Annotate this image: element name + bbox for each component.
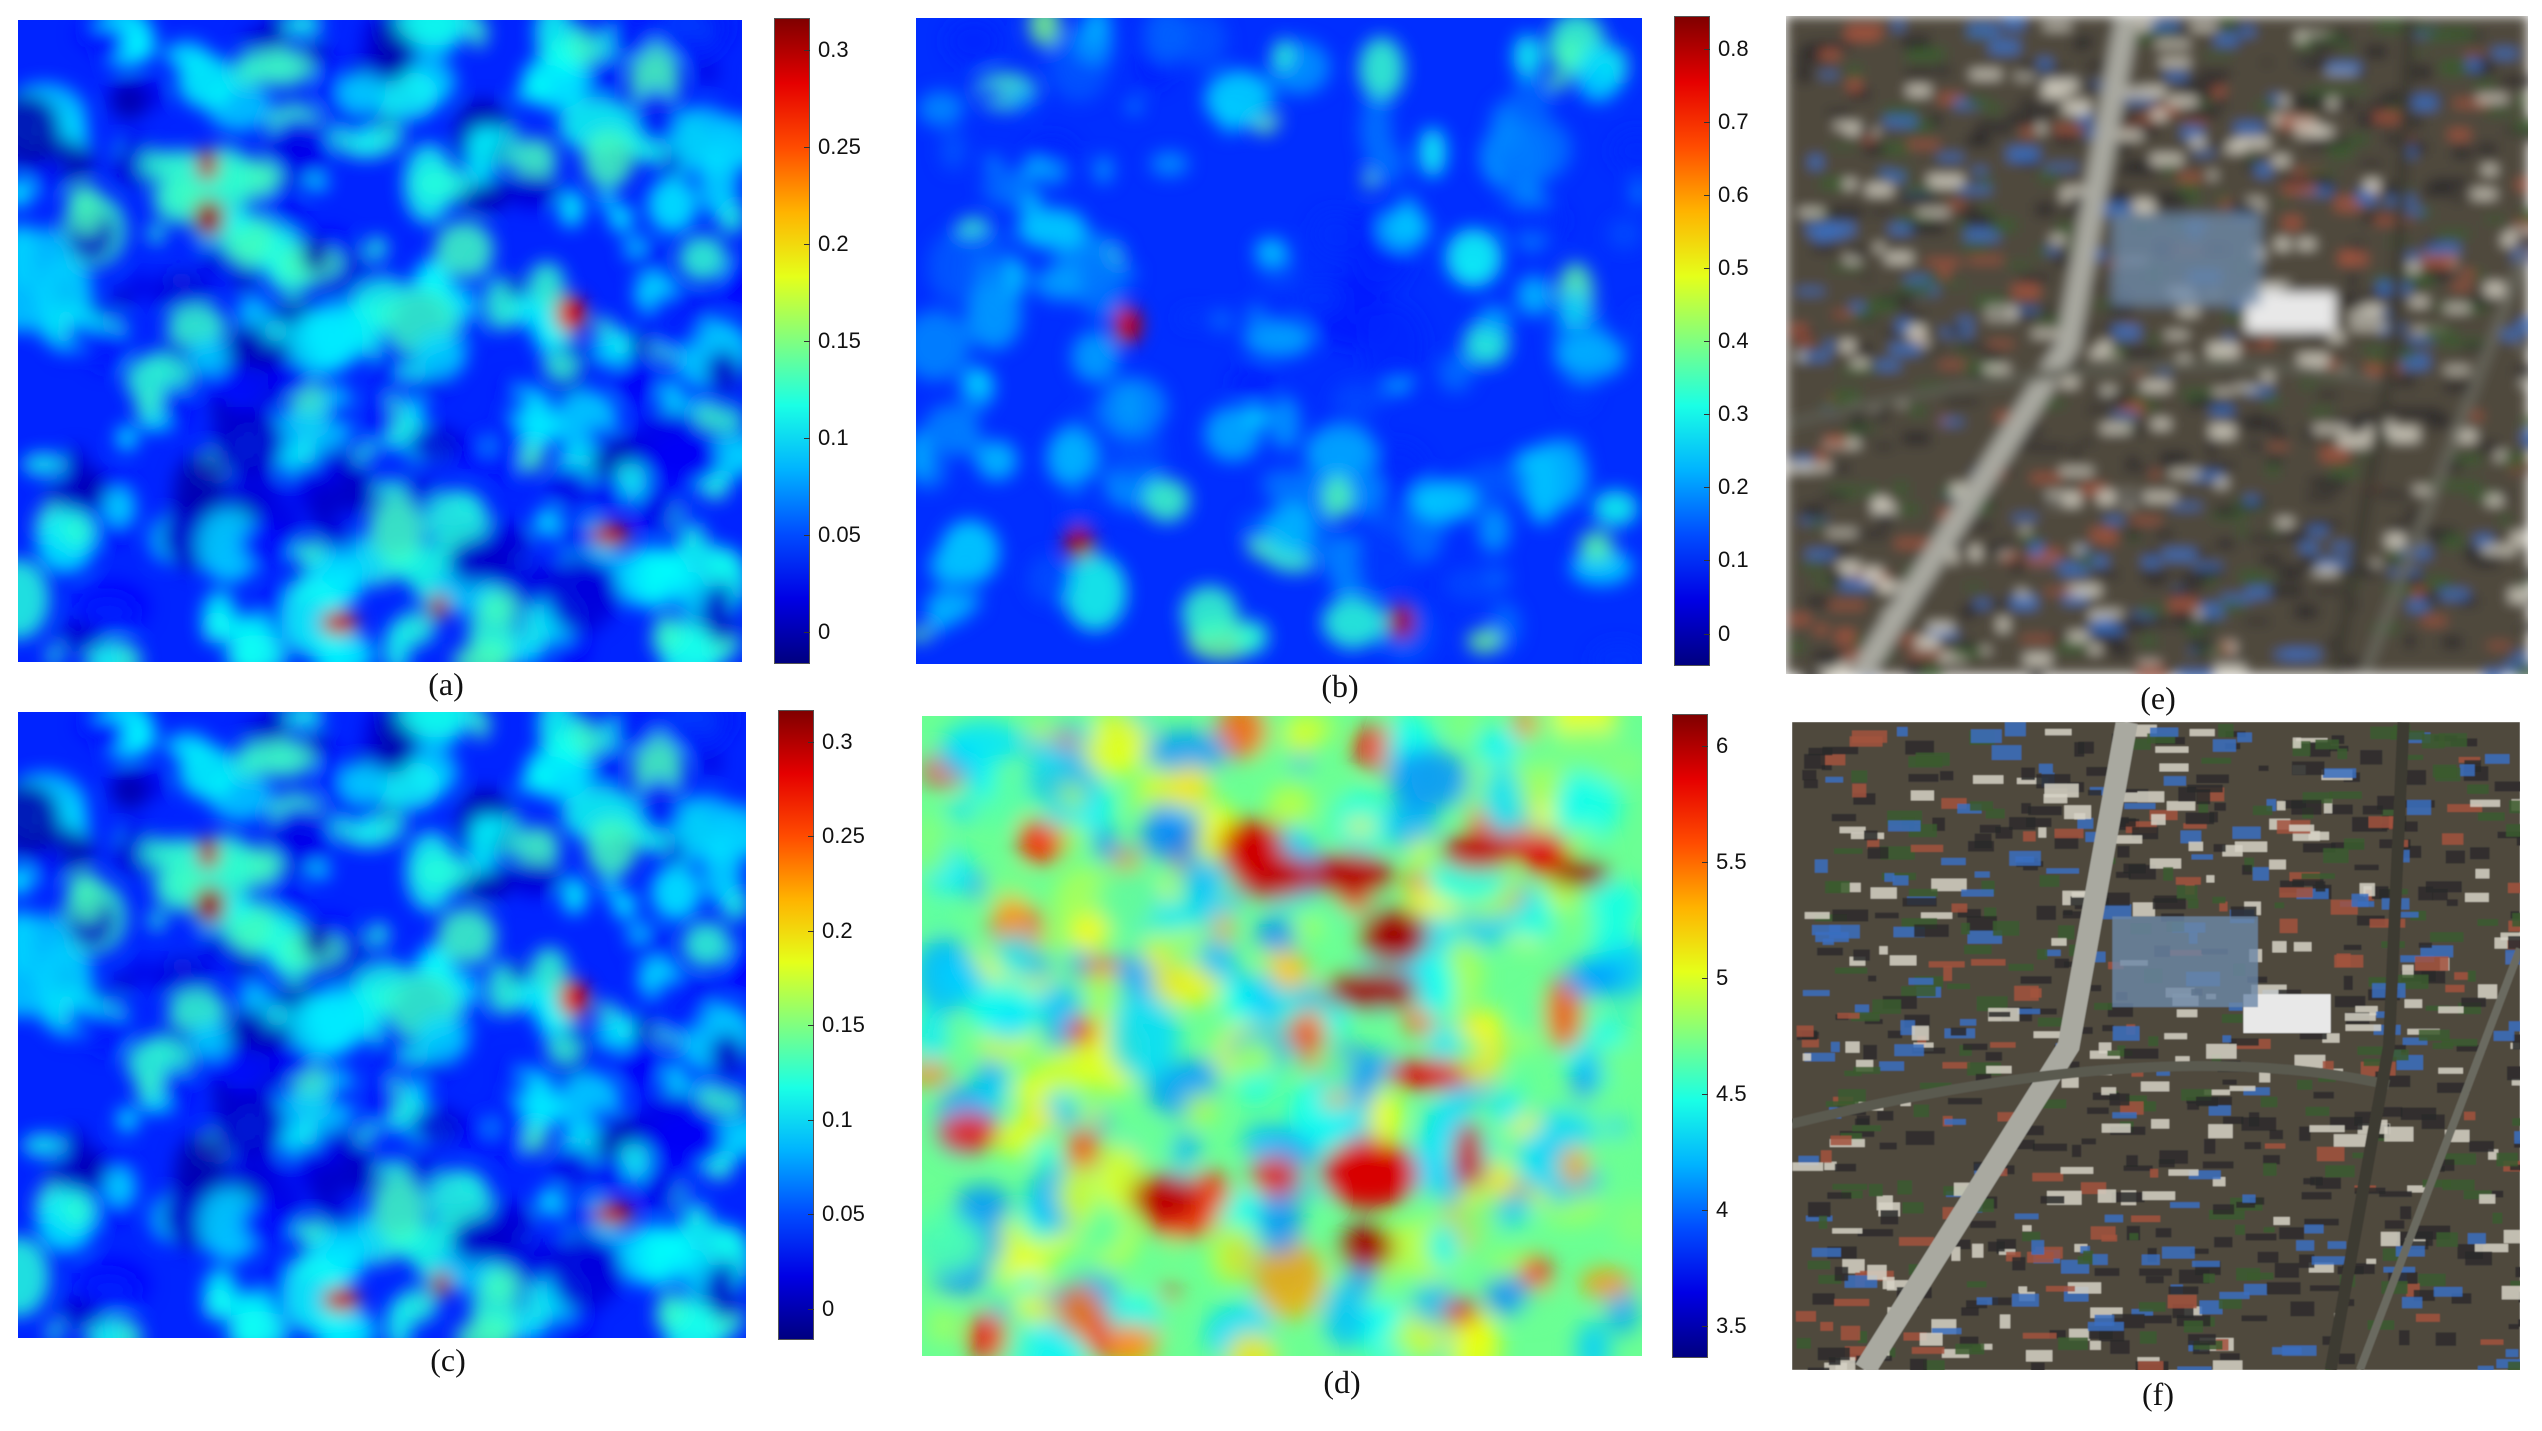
colorbar-tick-label: 0.25 — [822, 823, 865, 848]
colorbar-tick-mark — [804, 341, 810, 342]
colorbar-tick-mark — [804, 244, 810, 246]
heatmap-b — [916, 18, 1642, 664]
colorbar-tick-label: 4 — [1716, 1196, 1729, 1222]
colorbar-tick-label: 0.3 — [1718, 401, 1749, 427]
colorbar-tick-mark — [1704, 414, 1710, 416]
colorbar-tick-label: 0.2 — [818, 231, 849, 257]
colorbar-tick-label: 0.2 — [822, 917, 853, 943]
colorbar-tick-label: 0.5 — [1718, 254, 1749, 280]
colorbar-tick-label: 0.05 — [822, 1201, 865, 1226]
colorbar-tick-mark — [808, 1214, 814, 1215]
colorbar-tick-mark — [1702, 746, 1708, 748]
colorbar-tick-label: 0.1 — [822, 1106, 853, 1132]
colorbar-tick-label: 0.3 — [818, 37, 849, 63]
colorbar-tick-label: 0.3 — [822, 728, 853, 754]
colorbar-tick-mark — [1704, 48, 1710, 50]
label-e: (e) — [2140, 680, 2176, 716]
colorbar-tick-label: 0.8 — [1718, 35, 1749, 61]
aerial-image-sharp — [1792, 722, 2520, 1370]
colorbar-tick-label: 0 — [1718, 620, 1731, 646]
colorbar-tick-label: 5 — [1716, 965, 1729, 991]
colorbar-tick-label: 0.2 — [1718, 474, 1749, 500]
colorbar-tick-label: 5.5 — [1716, 849, 1747, 875]
colorbar-tick-mark — [1702, 862, 1708, 864]
heatmap-c — [18, 712, 746, 1338]
colorbar-tick-mark — [804, 50, 810, 52]
aerial-image-blurred — [1786, 16, 2528, 674]
label-f: (f) — [2142, 1376, 2174, 1412]
colorbar-tick-label: 0.25 — [818, 134, 861, 160]
colorbar-tick-label: 0 — [822, 1295, 835, 1321]
colorbar-tick-mark — [808, 1119, 814, 1121]
heatmap-d — [922, 716, 1642, 1356]
colorbar-tick-mark — [1702, 1209, 1708, 1211]
colorbar-tick-mark — [1704, 560, 1710, 562]
colorbar-tick-label: 0.7 — [1718, 108, 1749, 134]
colorbar-tick-mark — [804, 437, 810, 439]
colorbar-tick-mark — [1704, 194, 1710, 196]
label-d: (d) — [1323, 1364, 1361, 1400]
colorbar-tick-label: 3.5 — [1716, 1312, 1747, 1338]
colorbar-tick-label: 0.6 — [1718, 181, 1749, 207]
colorbar-tick-mark — [1704, 487, 1710, 489]
colorbar-tick-mark — [1702, 1325, 1708, 1327]
colorbar-tick-mark — [808, 836, 814, 837]
colorbar-tick-mark — [1702, 1093, 1708, 1095]
colorbar-tick-mark — [808, 1308, 814, 1310]
colorbar-tick-mark — [804, 147, 810, 149]
colorbar-tick-mark — [808, 741, 814, 743]
colorbar-tick-label: 0.15 — [822, 1012, 865, 1037]
colorbar-tick-label: 6 — [1716, 733, 1729, 759]
colorbar-tick-mark — [1704, 341, 1710, 342]
colorbar-tick-mark — [1704, 267, 1710, 269]
colorbar-tick-mark — [808, 1025, 814, 1026]
colorbar-tick-label: 0.1 — [1718, 547, 1749, 573]
colorbar-tick-mark — [1702, 978, 1708, 980]
colorbar-tick-label: 0.1 — [818, 424, 849, 450]
label-c: (c) — [430, 1342, 466, 1378]
label-a: (a) — [428, 666, 464, 702]
label-b: (b) — [1321, 668, 1359, 704]
colorbar-tick-label: 4.5 — [1716, 1080, 1747, 1106]
colorbar-tick-label: 0.15 — [818, 328, 861, 353]
colorbar-tick-mark — [804, 534, 810, 536]
colorbar-d — [1672, 714, 1708, 1358]
colorbar-tick-label: 0.4 — [1718, 328, 1749, 353]
colorbar-c — [778, 710, 814, 1340]
colorbar-tick-mark — [808, 930, 814, 932]
colorbar-tick-label: 0.05 — [818, 521, 861, 547]
colorbar-tick-label: 0 — [818, 618, 831, 644]
colorbar-tick-mark — [1704, 633, 1710, 635]
colorbar-tick-mark — [1704, 121, 1710, 123]
heatmap-a — [18, 20, 742, 662]
colorbar-tick-mark — [804, 631, 810, 633]
